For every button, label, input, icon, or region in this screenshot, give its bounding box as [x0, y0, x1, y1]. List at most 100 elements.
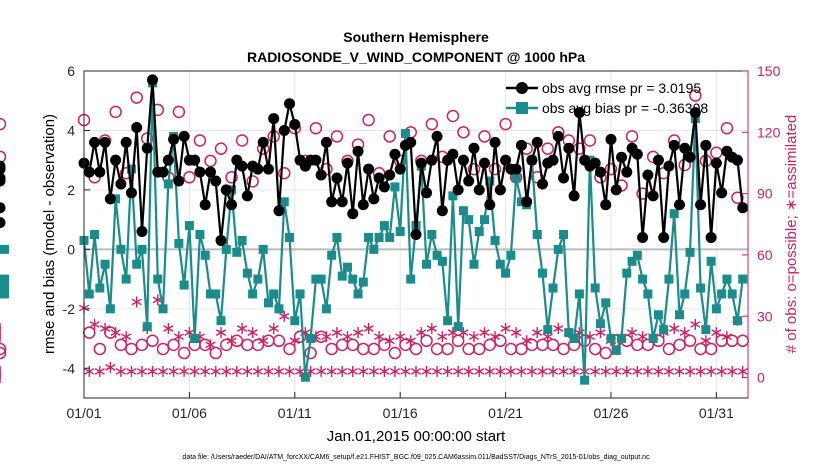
- rmse-point: [558, 172, 570, 184]
- asterisk-stroke: [163, 325, 174, 332]
- bias-point: [711, 304, 721, 314]
- possible-count-point: [499, 117, 512, 131]
- asterisk-stroke: [352, 329, 364, 336]
- assimilated-count-point: [621, 365, 632, 377]
- assimilated-count-point: [642, 365, 654, 377]
- assimilated-count-point: [669, 323, 680, 335]
- assimilated-count-point: [679, 327, 690, 339]
- rmse-point: [110, 154, 122, 166]
- asterisk-stroke: [358, 368, 369, 375]
- asterisk-stroke: [684, 368, 696, 375]
- possible-count-point: [309, 121, 323, 135]
- possible-count-point: [0, 150, 7, 164]
- bias-point: [664, 274, 674, 284]
- bias-point: [732, 316, 742, 326]
- asterisk-stroke: [331, 329, 343, 336]
- asterisk-stroke: [126, 368, 137, 375]
- assimilated-count-point: [205, 339, 216, 351]
- assimilated-count-point: [178, 365, 190, 377]
- rmse-point: [526, 154, 538, 166]
- bias-point: [537, 268, 547, 278]
- rmse-point: [252, 163, 264, 175]
- possible-count-point: [362, 113, 375, 127]
- data-file-footer: data file: /Users/raeder/DAI/ATM_forcXX/…: [182, 454, 650, 461]
- bias-point: [163, 179, 173, 189]
- asterisk-stroke: [99, 325, 111, 332]
- possible-count-point: [420, 334, 433, 348]
- rmse-point: [510, 163, 522, 175]
- rmse-point: [421, 187, 433, 199]
- bias-point: [458, 206, 468, 216]
- assimilated-count-point: [700, 335, 711, 347]
- rmse-point: [226, 199, 238, 211]
- rmse-point: [705, 231, 717, 243]
- rmse-point: [431, 130, 443, 142]
- bias-point: [395, 227, 405, 237]
- rmse-point: [457, 154, 469, 166]
- rmse-point: [168, 133, 180, 145]
- legend-bias-label: obs avg bias pr = -0.36308: [542, 100, 708, 116]
- bias-point: [443, 316, 453, 326]
- bias-point: [95, 283, 105, 293]
- bias-point: [495, 259, 505, 269]
- assimilated-count-point: [258, 335, 269, 347]
- rmse-point: [131, 121, 143, 133]
- bias-point: [385, 232, 395, 242]
- assimilated-count-point: [463, 365, 474, 377]
- asterisk-stroke: [215, 329, 227, 336]
- assimilated-count-point: [553, 323, 564, 335]
- possible-count-point: [193, 134, 207, 147]
- assimilated-count-point: [352, 327, 364, 339]
- possible-count-point: [146, 334, 159, 348]
- rmse-point: [320, 136, 332, 148]
- possible-count-point: [330, 130, 344, 143]
- bias-point: [332, 232, 342, 242]
- possible-count-point: [183, 171, 196, 184]
- assimilated-count-point: [136, 365, 148, 377]
- assimilated-count-point: [126, 365, 137, 377]
- rmse-point: [610, 184, 622, 196]
- bias-point: [285, 232, 295, 242]
- asterisk-stroke: [727, 368, 738, 375]
- bias-point: [427, 230, 437, 239]
- rmse-point: [484, 199, 496, 211]
- rmse-point: [394, 163, 406, 175]
- possible-count-point: [235, 134, 249, 147]
- asterisk-stroke: [189, 368, 200, 375]
- possible-count-point: [472, 342, 486, 356]
- assimilated-count-point: [437, 331, 448, 343]
- possible-count-point: [109, 105, 122, 119]
- rmse-point: [0, 175, 6, 187]
- assimilated-count-point: [284, 365, 295, 377]
- asterisk-stroke: [653, 368, 664, 375]
- asterisk-stroke: [84, 368, 95, 375]
- bias-point: [116, 244, 126, 254]
- assimilated-count-point: [484, 365, 495, 377]
- assimilated-count-point: [316, 365, 327, 377]
- x-tick-label: 01/16: [383, 405, 418, 421]
- rmse-point: [162, 154, 174, 166]
- bias-point: [348, 274, 358, 284]
- asterisk-stroke: [553, 325, 564, 332]
- rmse-point: [347, 208, 359, 220]
- rmse-point: [594, 166, 606, 178]
- assimilated-count-point: [99, 323, 111, 335]
- assimilated-count-point: [200, 365, 211, 377]
- asterisk-stroke: [695, 368, 706, 375]
- asterisk-stroke: [373, 333, 385, 341]
- rmse-point: [647, 190, 659, 202]
- bias-point: [617, 334, 627, 344]
- rmse-point: [210, 175, 222, 187]
- assimilated-count-point: [342, 331, 353, 343]
- asterisk-stroke: [205, 341, 216, 349]
- asterisk-stroke: [611, 368, 622, 375]
- asterisk-stroke: [621, 368, 632, 375]
- asterisk-stroke: [537, 368, 548, 375]
- possible-count-point: [483, 338, 497, 352]
- bias-point: [464, 215, 474, 225]
- bias-point: [638, 274, 648, 284]
- asterisk-stroke: [532, 329, 543, 336]
- asterisk-stroke: [226, 337, 237, 345]
- rmse-point: [189, 154, 201, 166]
